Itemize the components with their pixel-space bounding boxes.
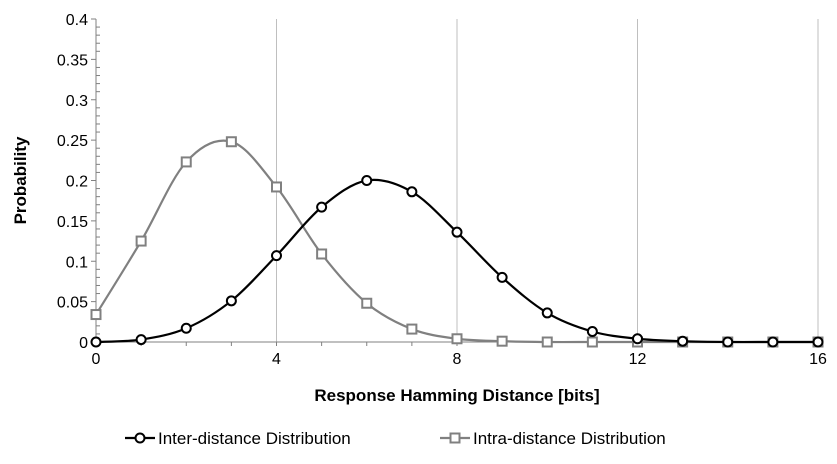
- point-inter-5: [316, 201, 328, 213]
- x-tick-label: 0: [92, 351, 101, 368]
- y-tick-label: 0.25: [57, 133, 88, 150]
- point-intra-3: [225, 136, 237, 148]
- y-tick-label: 0.35: [57, 52, 88, 69]
- y-axis-title: Probability: [11, 136, 30, 224]
- legend-label-intra: Intra-distance Distribution: [473, 429, 666, 448]
- y-tick-label: 0.4: [66, 12, 88, 29]
- y-tick-label: 0: [79, 335, 88, 352]
- point-inter-0: [90, 336, 102, 348]
- point-intra-5: [316, 248, 328, 260]
- point-inter-12: [632, 333, 643, 345]
- point-inter-1: [135, 334, 147, 346]
- x-tick-label: 12: [629, 351, 647, 368]
- point-inter-6: [361, 175, 373, 186]
- grid: [276, 19, 819, 342]
- point-intra-7: [406, 323, 418, 335]
- x-axis-title: Response Hamming Distance [bits]: [314, 386, 599, 405]
- point-inter-11: [586, 326, 598, 338]
- x-tick-label: 4: [272, 351, 281, 368]
- point-inter-16: [812, 336, 824, 348]
- point-intra-2: [180, 156, 192, 168]
- series-inter: [90, 175, 824, 348]
- point-intra-0: [90, 309, 102, 321]
- y-tick-label: 0.3: [66, 93, 88, 110]
- point-inter-2: [180, 322, 192, 334]
- y-tick-label: 0.1: [66, 254, 88, 271]
- x-tick-label: 16: [809, 351, 827, 368]
- point-inter-10: [541, 307, 553, 319]
- point-inter-13: [677, 335, 689, 347]
- y-tick-label: 0.2: [66, 174, 88, 191]
- legend: Inter-distance Distribution Intra-distanc…: [125, 429, 666, 448]
- point-inter-9: [496, 271, 508, 283]
- point-intra-6: [361, 297, 373, 309]
- point-intra-8: [451, 333, 463, 345]
- y-tick-label: 0.05: [57, 295, 88, 312]
- axes: [91, 18, 819, 346]
- legend-item-intra: Intra-distance Distribution: [440, 429, 666, 448]
- point-intra-11: [586, 336, 598, 348]
- point-inter-4: [271, 250, 282, 262]
- point-inter-15: [767, 336, 779, 348]
- legend-marker-intra: [449, 432, 461, 444]
- point-intra-10: [541, 336, 553, 348]
- x-tick-label: 8: [453, 351, 462, 368]
- point-inter-3: [225, 295, 237, 307]
- legend-label-inter: Inter-distance Distribution: [158, 429, 351, 448]
- point-inter-14: [722, 336, 734, 348]
- point-intra-1: [135, 235, 147, 247]
- point-intra-4: [271, 181, 282, 193]
- x-tick-labels: 0 4 8 12 16: [92, 351, 827, 368]
- point-inter-8: [451, 226, 463, 238]
- point-intra-9: [496, 335, 508, 347]
- series-layer: [90, 136, 824, 348]
- y-tick-labels: 0 0.05 0.1 0.15 0.2 0.25 0.3 0.35 0.4: [57, 12, 88, 352]
- legend-item-inter: Inter-distance Distribution: [125, 429, 351, 448]
- legend-marker-inter: [134, 432, 146, 444]
- point-inter-7: [406, 186, 418, 198]
- y-tick-label: 0.15: [57, 214, 88, 231]
